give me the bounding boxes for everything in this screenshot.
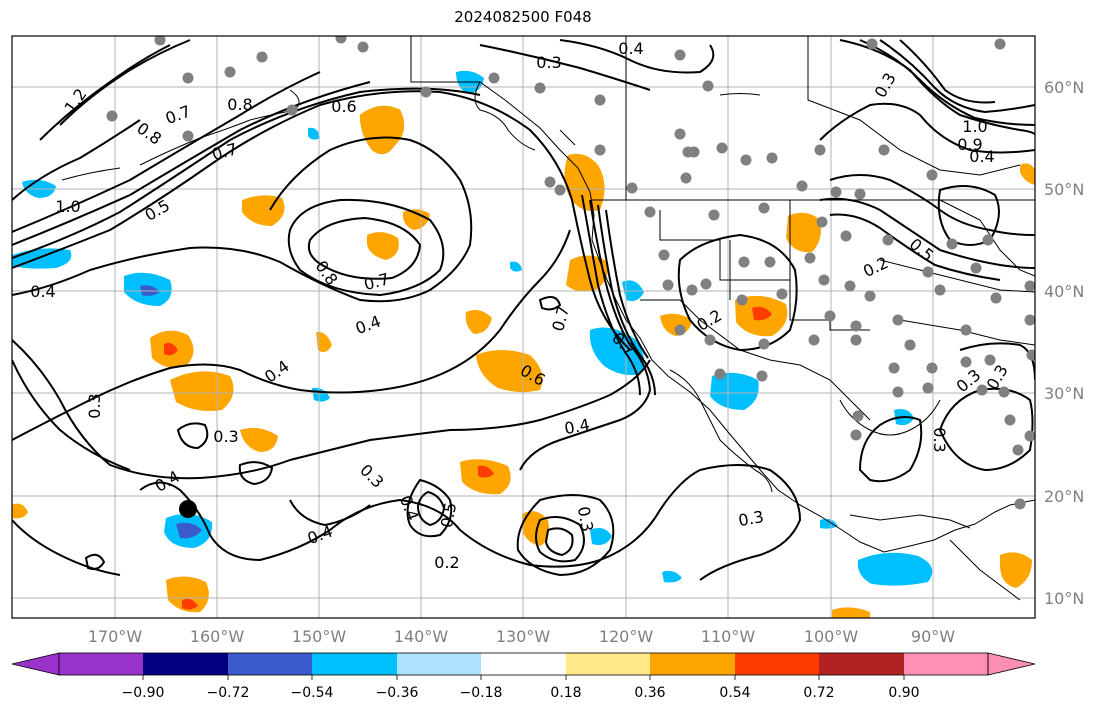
colorbar: −0.90 −0.72 −0.54 −0.36 −0.18 0.18 0.36 … <box>11 652 1036 701</box>
colorbar-min-extension <box>11 652 60 676</box>
colorbar-segment <box>312 653 397 675</box>
contour-label: 0.3 <box>737 507 765 530</box>
shading-layer <box>12 70 1035 618</box>
contour-label: 0.4 <box>969 147 994 166</box>
contour-label: 0.3 <box>930 427 949 452</box>
colorbar-segment <box>397 653 481 675</box>
lat-tick-label: 30°N <box>1044 384 1084 403</box>
contour-label: 0.6 <box>331 97 356 116</box>
contour-label: 0.9 <box>957 135 982 154</box>
colorbar-tick-label: 0.72 <box>803 685 834 701</box>
map-title: 2024082500 F048 <box>454 8 592 26</box>
contour-label: 0.3 <box>85 393 104 418</box>
lat-tick-label: 60°N <box>1044 78 1084 97</box>
contour-label: 0.3 <box>574 505 597 533</box>
contour-label: 0.5 <box>437 501 460 529</box>
lon-tick-label: 120°W <box>599 627 654 646</box>
colorbar-segment <box>566 653 650 675</box>
coastlines <box>61 36 1035 601</box>
contour-label: 1.0 <box>55 197 80 216</box>
lat-tick-label: 50°N <box>1044 180 1084 199</box>
contour-label: 1.0 <box>962 117 987 136</box>
colorbar-segment <box>735 653 819 675</box>
colorbar-segment <box>228 653 312 675</box>
contour-label: 0.4 <box>618 39 643 58</box>
lon-tick-label: 90°W <box>911 627 955 646</box>
cyclone-marker <box>179 500 197 518</box>
contour-label: 0.2 <box>434 553 459 572</box>
colorbar-tick-label: 0.36 <box>634 685 665 701</box>
colorbar-segment <box>59 653 143 675</box>
contour-label: 0.4 <box>30 282 55 301</box>
colorbar-segment <box>904 653 988 675</box>
colorbar-tick-label: 0.54 <box>719 685 750 701</box>
colorbar-tick-label: 0.90 <box>888 685 919 701</box>
latitude-axis: 60°N 50°N 40°N 30°N 20°N 10°N <box>1044 78 1084 608</box>
colorbar-segment <box>650 653 735 675</box>
lon-tick-label: 130°W <box>496 627 551 646</box>
contour-label: 0.8 <box>227 95 252 114</box>
grid-lines <box>12 36 1035 618</box>
lon-tick-label: 160°W <box>190 627 245 646</box>
lat-tick-label: 10°N <box>1044 589 1084 608</box>
colorbar-tick-label: 0.18 <box>550 685 581 701</box>
colorbar-segment <box>819 653 904 675</box>
lon-tick-label: 100°W <box>804 627 859 646</box>
colorbar-segment <box>143 653 228 675</box>
lat-tick-label: 40°N <box>1044 282 1084 301</box>
colorbar-tick-label: −0.90 <box>122 685 165 701</box>
lon-tick-label: 170°W <box>88 627 143 646</box>
contour-lines <box>12 39 1035 581</box>
lon-tick-label: 140°W <box>394 627 449 646</box>
contour-label: 0.4 <box>563 415 591 438</box>
contour-label: 0.3 <box>536 53 561 72</box>
colorbar-segment <box>481 653 566 675</box>
colorbar-tick-label: −0.36 <box>376 685 419 701</box>
station-markers <box>106 36 1035 510</box>
contour-label: 0.3 <box>213 427 238 446</box>
colorbar-tick-label: −0.54 <box>291 685 334 701</box>
colorbar-tick-label: −0.18 <box>460 685 503 701</box>
lon-tick-label: 150°W <box>292 627 347 646</box>
longitude-axis: 170°W 160°W 150°W 140°W 130°W 120°W 110°… <box>88 627 955 646</box>
lat-tick-label: 20°N <box>1044 487 1084 506</box>
lon-tick-label: 110°W <box>701 627 756 646</box>
colorbar-max-extension <box>987 652 1036 676</box>
colorbar-tick-label: −0.72 <box>207 685 250 701</box>
map-frame <box>11 35 1036 619</box>
